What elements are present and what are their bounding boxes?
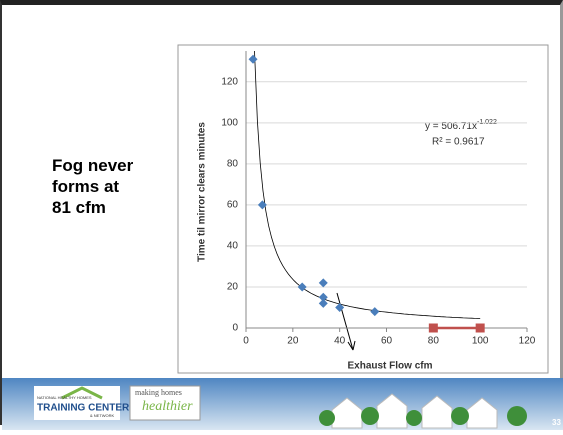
footer-banner: NATIONAL HEALTHY HOMES TRAINING CENTER &… xyxy=(2,378,563,430)
tagline-top: making homes xyxy=(135,388,182,397)
trend-r2: R² = 0.9617 xyxy=(432,137,485,148)
trend-base: y = 506.71x xyxy=(425,121,477,132)
logo-sub: & NETWORK xyxy=(90,413,115,418)
y-tick-label: 20 xyxy=(227,282,239,293)
point xyxy=(318,292,328,302)
x-tick-label: 60 xyxy=(381,336,393,347)
y-tick-label: 100 xyxy=(221,117,238,128)
point xyxy=(370,307,380,317)
point xyxy=(257,200,267,210)
logo-main: TRAINING CENTER xyxy=(37,403,130,414)
arrow xyxy=(336,292,356,351)
x-tick-label: 120 xyxy=(519,336,536,347)
trendline xyxy=(254,50,481,319)
tagline-main: healthier xyxy=(142,399,193,414)
point xyxy=(248,54,258,64)
x-tick-label: 40 xyxy=(334,336,346,347)
x-tick-label: 0 xyxy=(243,336,249,347)
point xyxy=(475,323,485,333)
y-tick-label: 0 xyxy=(232,323,238,334)
chart: Exhaust Flow cfm Time til mirror clears … xyxy=(177,44,549,374)
side-text: Fog never forms at 81 cfm xyxy=(52,155,133,218)
side-line: Fog never xyxy=(52,156,134,175)
footer: NATIONAL HEALTHY HOMES TRAINING CENTER &… xyxy=(2,378,563,430)
y-tick-label: 40 xyxy=(227,241,239,252)
x-axis-label: Exhaust Flow cfm xyxy=(347,361,432,372)
point xyxy=(318,278,328,288)
point xyxy=(428,323,438,333)
x-tick-label: 80 xyxy=(428,336,440,347)
point xyxy=(335,302,345,312)
y-tick-label: 60 xyxy=(227,200,239,211)
point xyxy=(318,298,328,308)
side-line: 81 cfm xyxy=(52,198,106,217)
y-axis-label: Time til mirror clears minutes xyxy=(197,122,208,262)
y-tick-label: 80 xyxy=(227,158,239,169)
page-number: 33 xyxy=(552,418,561,427)
chart-frame xyxy=(177,44,549,374)
y-tick-label: 120 xyxy=(221,76,238,87)
x-tick-label: 100 xyxy=(472,336,489,347)
logo-top: NATIONAL HEALTHY HOMES xyxy=(37,395,92,400)
point xyxy=(297,282,307,292)
side-line: forms at xyxy=(52,177,120,196)
x-tick-label: 20 xyxy=(287,336,299,347)
